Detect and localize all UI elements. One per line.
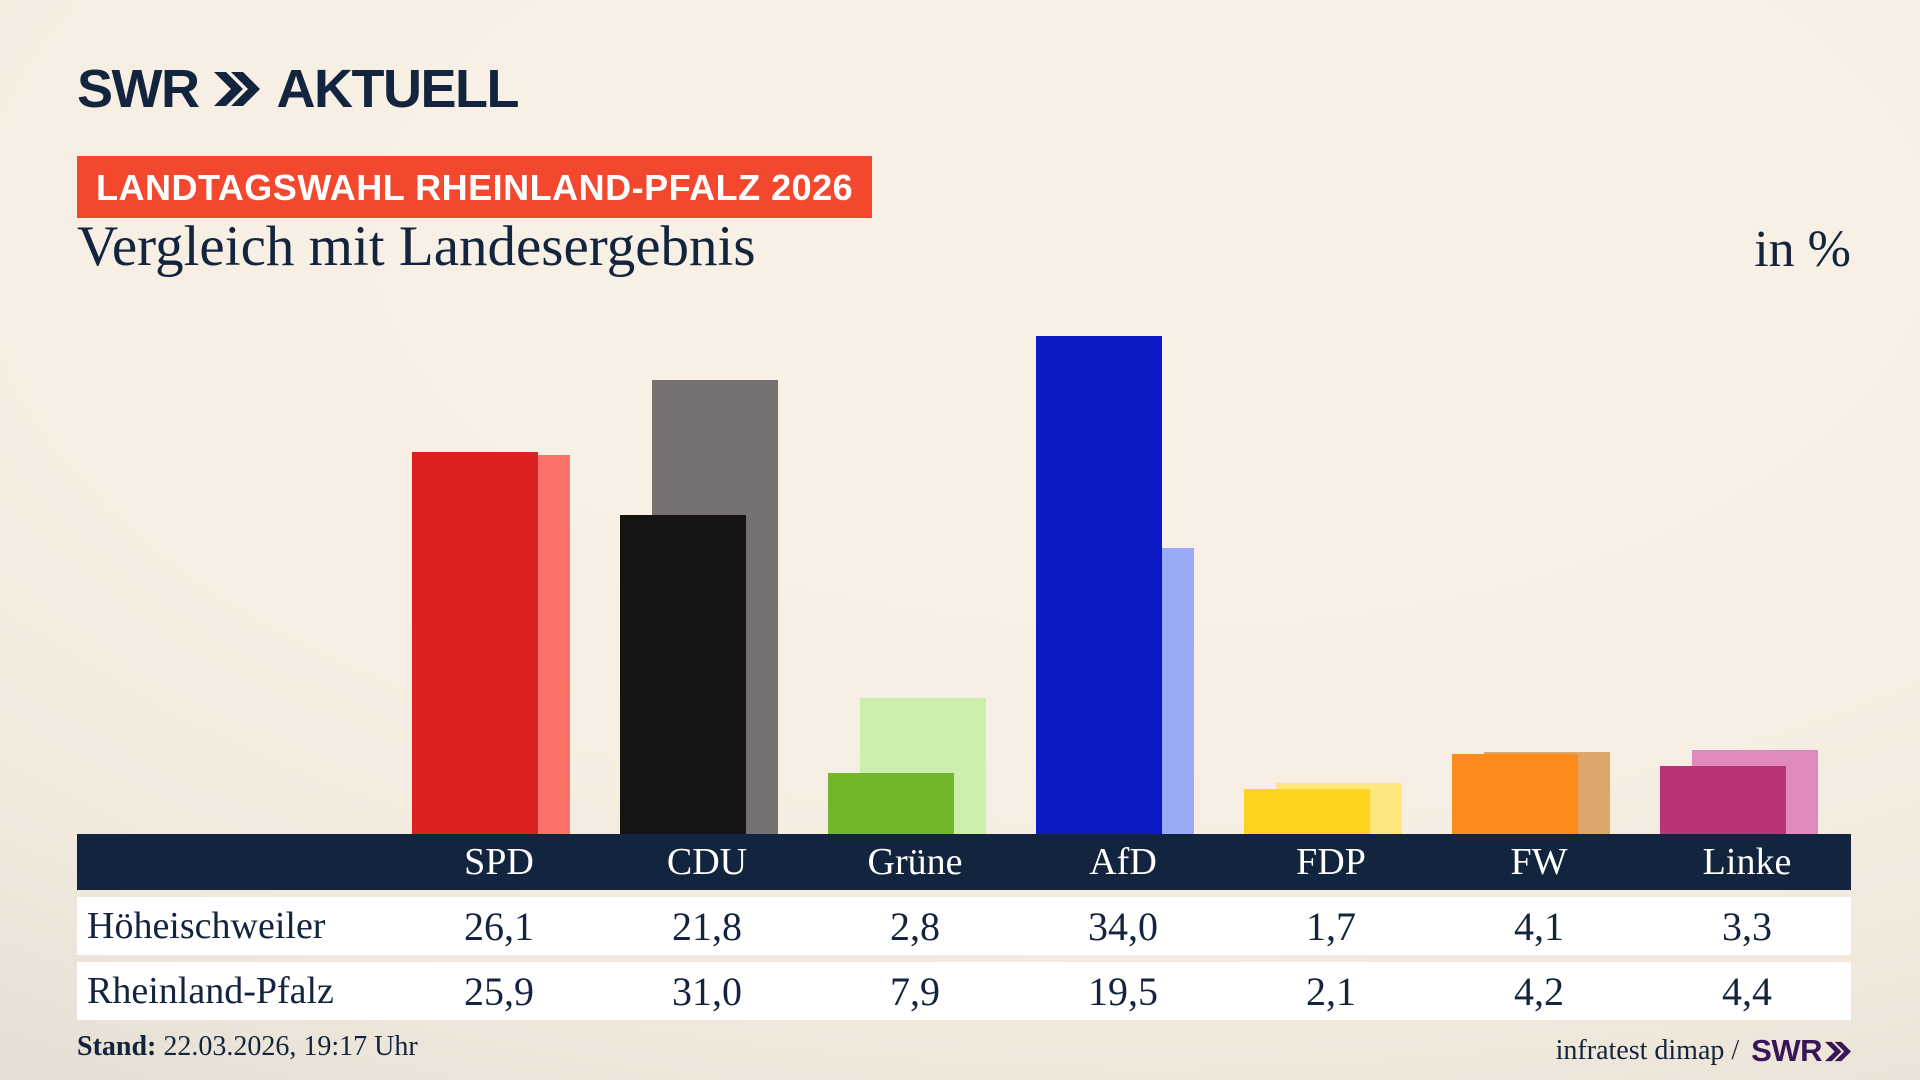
cell-fw-rheinland-pfalz: 4,2: [1514, 968, 1564, 1014]
column-header-afd: AfD: [1089, 841, 1157, 883]
cell-cdu-rheinland-pfalz: 31,0: [672, 968, 742, 1014]
table-header-row: SPD CDU Grüne AfD FDP FW Linke: [77, 834, 1851, 890]
cell-gruene-hoeheischweiler: 2,8: [890, 903, 940, 949]
results-table: SPD CDU Grüne AfD FDP FW Linke Höheischweiler 2…: [77, 834, 1851, 1020]
cell-linke-rheinland-pfalz: 4,4: [1722, 968, 1772, 1014]
column-header-cdu: CDU: [666, 841, 748, 883]
bar-gruene-hoeheischweiler: [828, 773, 954, 834]
double-chevron-icon: [1825, 1041, 1851, 1062]
column-header-fdp: FDP: [1296, 841, 1366, 883]
election-badge: LANDTAGSWAHL RHEINLAND-PFALZ 2026: [77, 156, 873, 218]
cell-spd-hoeheischweiler: 26,1: [464, 903, 534, 949]
source-attribution: infratest dimap / SWR: [1555, 1031, 1851, 1069]
stand-label: Stand:: [77, 1031, 157, 1062]
column-header-fw: FW: [1510, 841, 1568, 883]
table-body: Höheischweiler 26,1 21,8 2,8 34,0 1,7 4,1 3,3 Rh…: [77, 897, 1851, 1020]
double-chevron-icon: [214, 71, 261, 107]
bar-chart: [412, 336, 1818, 834]
row-label-hoeheischweiler: Höheischweiler: [87, 905, 326, 947]
table-row-rheinland-pfalz: Rheinland-Pfalz 25,9 31,0 7,9 19,5 2,1 4,2 4,4: [77, 962, 1851, 1020]
bar-spd-hoeheischweiler: [412, 452, 538, 834]
cell-cdu-hoeheischweiler: 21,8: [672, 903, 742, 949]
bar-cdu-hoeheischweiler: [620, 515, 746, 834]
cell-fdp-hoeheischweiler: 1,7: [1306, 903, 1356, 949]
bar-afd-hoeheischweiler: [1036, 336, 1162, 834]
cell-fdp-rheinland-pfalz: 2,1: [1306, 968, 1356, 1014]
cell-afd-hoeheischweiler: 34,0: [1088, 903, 1158, 949]
chart-title: Vergleich mit Landesergebnis: [77, 215, 756, 278]
timestamp: Stand: 22.03.2026, 19:17 Uhr: [77, 1031, 418, 1063]
cell-gruene-rheinland-pfalz: 7,9: [890, 968, 940, 1014]
bar-fdp-hoeheischweiler: [1244, 789, 1370, 834]
row-label-rheinland-pfalz: Rheinland-Pfalz: [87, 970, 334, 1012]
cell-linke-hoeheischweiler: 3,3: [1722, 903, 1772, 949]
swr-footer-logo: SWR: [1751, 1033, 1851, 1069]
source-text: infratest dimap /: [1555, 1035, 1740, 1066]
bar-linke-hoeheischweiler: [1660, 766, 1786, 834]
cell-fw-hoeheischweiler: 4,1: [1514, 903, 1564, 949]
unit-label: in %: [1754, 221, 1851, 278]
swr-footer-logo-text: SWR: [1751, 1033, 1822, 1068]
column-header-spd: SPD: [464, 841, 534, 883]
bar-fw-hoeheischweiler: [1452, 754, 1578, 834]
stand-value: 22.03.2026, 19:17 Uhr: [156, 1031, 418, 1062]
aktuell-logo-text: AKTUELL: [276, 59, 519, 119]
cell-afd-rheinland-pfalz: 19,5: [1088, 968, 1158, 1014]
column-header-linke: Linke: [1702, 841, 1792, 883]
column-header-gruene: Grüne: [867, 841, 963, 883]
cell-spd-rheinland-pfalz: 25,9: [464, 968, 534, 1014]
table-row-hoeheischweiler: Höheischweiler 26,1 21,8 2,8 34,0 1,7 4,1 3,3: [77, 897, 1851, 955]
swr-logo-text: SWR: [77, 59, 200, 119]
swr-aktuell-logo: SWR AKTUELL: [77, 58, 519, 120]
